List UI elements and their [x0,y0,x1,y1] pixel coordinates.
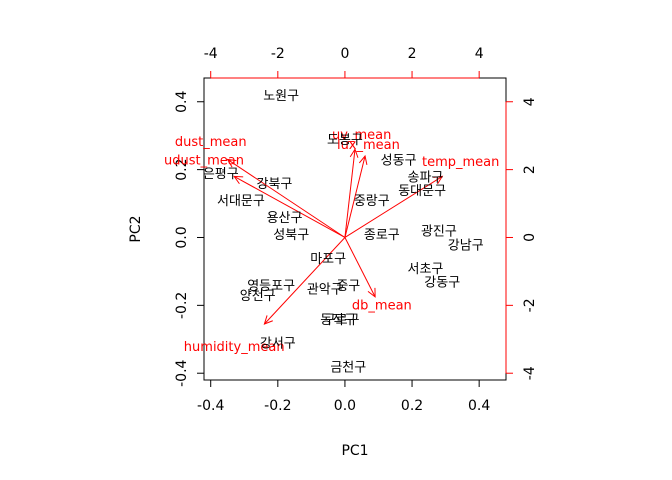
loading-arrow [233,175,346,238]
point-label: 종로구 [364,228,400,243]
loading-label: udust_mean [164,153,244,168]
point-label: 동작구 [320,313,356,328]
y-tick-label: -0.2 [174,292,190,319]
point-label: 양천구 [240,289,276,304]
loading-arrow [344,175,443,238]
top-tick-label: 0 [340,46,349,62]
loading-arrowhead [263,315,273,325]
point-label: 광진구 [421,225,457,240]
top-tick-label: 4 [475,46,484,62]
point-label: 성북구 [273,228,309,243]
loading-arrowhead [433,175,444,185]
point-label: 금천구 [330,360,366,375]
point-label: 동대문구 [398,184,446,199]
point-label: 마포구 [310,252,346,267]
x-axis: -0.4 -0.2 0.0 0.2 0.4 [197,379,490,414]
loading-label: uv_mean [332,128,391,143]
loading-label: temp_mean [422,155,499,170]
x-tick-label: -0.4 [197,398,224,414]
y-tick-label: 0.2 [174,158,190,180]
loading-arrowhead [358,154,368,165]
loading-label: db_mean [352,299,412,314]
point-label: 노원구 [263,89,299,104]
right-tick-label: -4 [522,366,538,380]
point-label: 강동구 [424,276,460,291]
right-tick-label: -2 [522,298,538,312]
y-tick-label: -0.4 [174,359,190,386]
point-label: 은평구 [203,167,239,182]
point-label: 강남구 [448,238,484,253]
point-label: 구로구 [324,313,360,328]
right-tick-label: 4 [522,97,538,106]
loading-arrow [264,237,346,325]
x-tick-label: 0.0 [334,398,356,414]
loading-arrowhead [367,287,376,298]
y-axis-title: PC2 [128,215,144,242]
x-tick-label: 0.4 [468,398,490,414]
loading-label: dust_mean [175,135,247,150]
loading-arrow [227,159,346,238]
loading-arrow [344,149,356,238]
point-label: 강북구 [257,177,293,192]
point-label: 관악구 [307,282,343,297]
x-axis-title: PC1 [341,443,368,459]
loading-arrow [344,237,376,298]
y-axis: -0.4 -0.2 0.0 0.2 0.4 [174,91,205,387]
point-label: 송파구 [408,170,444,185]
point-label: 서초구 [408,262,444,277]
point-label: 성동구 [381,153,417,168]
x-tick-label: -0.2 [264,398,291,414]
loading-arrow [344,155,366,238]
loading-label: humidity_mean [184,340,285,355]
right-secondary-axis: -4 -2 0 2 4 [505,97,538,380]
point-label: 중랑구 [354,194,390,209]
top-tick-label: -4 [204,46,218,62]
point-label: 도봉구 [327,133,363,148]
point-label: 영등포구 [247,279,295,294]
y-tick-label: 0.0 [174,226,190,248]
x-tick-label: 0.2 [401,398,423,414]
right-tick-label: 2 [522,165,538,174]
top-tick-label: 2 [408,46,417,62]
loading-arrowhead [349,148,359,158]
loading-arrowhead [233,175,244,185]
point-label: 서대문구 [217,194,265,209]
point-label: 용산구 [267,211,303,226]
plot-box [203,77,507,381]
point-label: 중구 [336,279,360,294]
loading-label: lux_mean [337,138,400,153]
top-secondary-axis: -4 -2 0 2 4 [204,46,484,79]
y-tick-label: 0.4 [174,91,190,113]
top-tick-label: -2 [271,46,285,62]
loading-arrowhead [226,158,237,168]
point-label: 강서구 [260,337,296,352]
right-tick-label: 0 [522,233,538,242]
